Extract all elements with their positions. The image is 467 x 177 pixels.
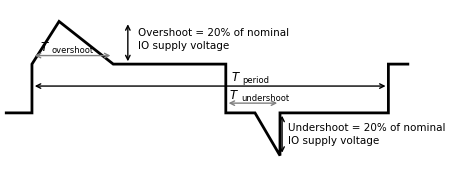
Text: Overshoot = 20% of nominal
IO supply voltage: Overshoot = 20% of nominal IO supply vol… xyxy=(138,28,290,51)
Text: T: T xyxy=(40,41,48,54)
Text: T: T xyxy=(231,71,238,84)
Text: undershoot: undershoot xyxy=(241,94,290,103)
Text: Undershoot = 20% of nominal
IO supply voltage: Undershoot = 20% of nominal IO supply vo… xyxy=(288,123,446,146)
Text: period: period xyxy=(243,76,269,85)
Text: T: T xyxy=(230,89,237,102)
Text: overshoot: overshoot xyxy=(52,46,94,55)
